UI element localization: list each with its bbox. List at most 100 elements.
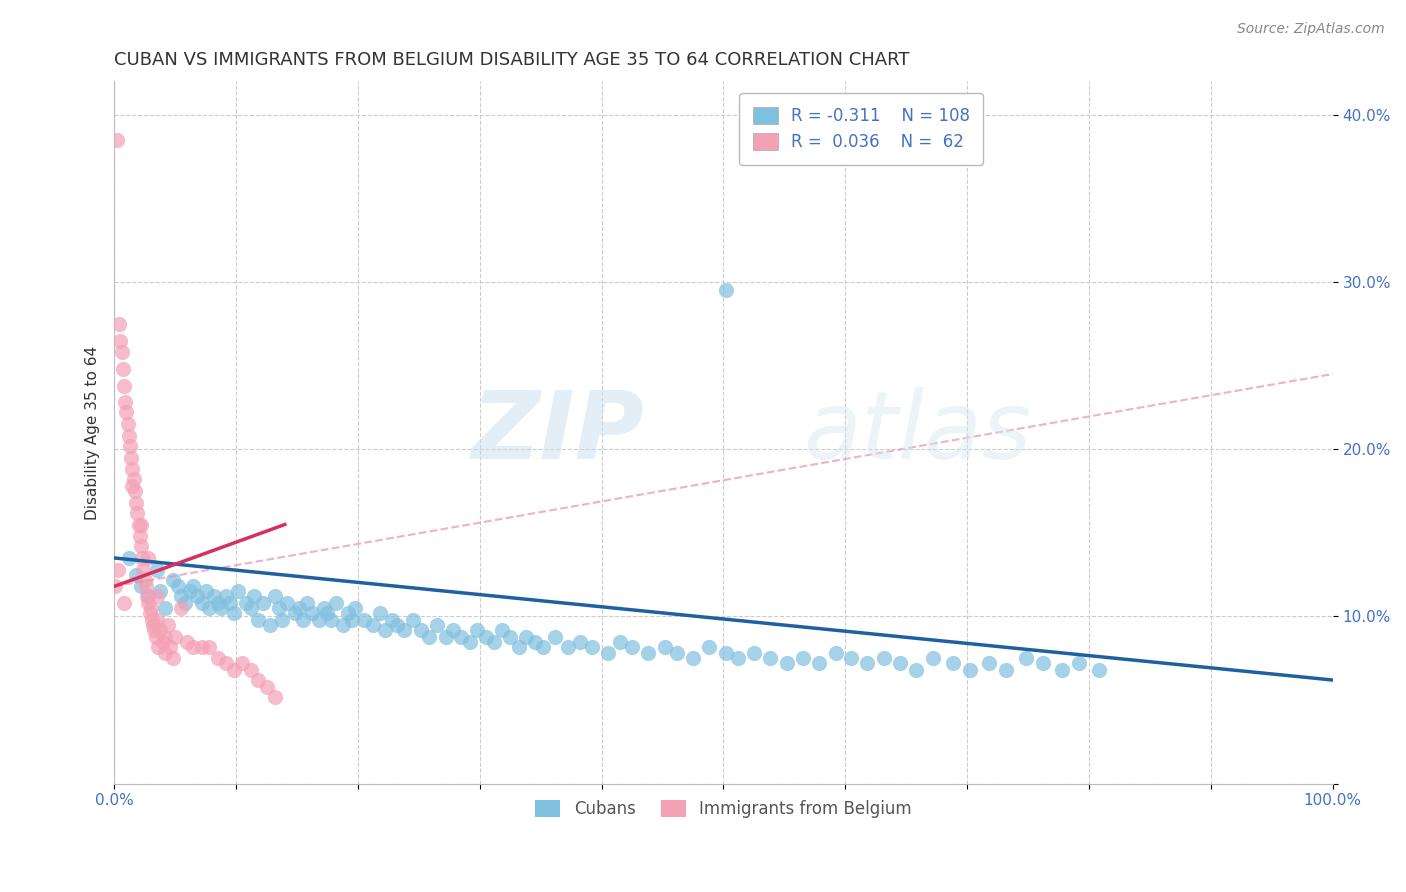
Y-axis label: Disability Age 35 to 64: Disability Age 35 to 64 [86, 345, 100, 520]
Point [697, 640, 720, 654]
Point [581, 640, 603, 654]
Point [353, 613, 375, 627]
Point [132, 563, 155, 577]
Text: ZIP: ZIP [471, 386, 644, 478]
Legend: Cubans, Immigrants from Belgium: Cubans, Immigrants from Belgium [529, 793, 918, 824]
Point [155, 630, 177, 644]
Point [308, 613, 330, 627]
Point [259, 618, 281, 632]
Point [136, 590, 159, 604]
Point [136, 596, 159, 610]
Point [198, 601, 221, 615]
Point [319, 613, 342, 627]
Point [368, 606, 391, 620]
Point [276, 596, 298, 610]
Point [621, 640, 644, 654]
Point [198, 640, 221, 654]
Point [118, 439, 141, 453]
Point [523, 634, 546, 648]
Point [138, 606, 160, 620]
Point [170, 601, 193, 615]
Point [792, 651, 814, 665]
Point [856, 657, 879, 671]
Point [742, 646, 765, 660]
Point [231, 657, 253, 671]
Point [316, 606, 339, 620]
Point [219, 596, 242, 610]
Point [128, 517, 150, 532]
Point [411, 623, 433, 637]
Point [129, 517, 152, 532]
Point [264, 590, 287, 604]
Point [105, 133, 128, 147]
Point [714, 646, 737, 660]
Point [344, 601, 367, 615]
Point [215, 590, 238, 604]
Point [1032, 657, 1054, 671]
Point [340, 613, 363, 627]
Point [146, 590, 169, 604]
Point [292, 613, 315, 627]
Point [155, 646, 177, 660]
Point [162, 573, 184, 587]
Point [143, 623, 166, 637]
Point [312, 601, 335, 615]
Point [129, 539, 152, 553]
Point [125, 567, 148, 582]
Point [104, 579, 127, 593]
Point [418, 630, 440, 644]
Point [568, 634, 591, 648]
Point [228, 584, 250, 599]
Point [1052, 663, 1074, 677]
Point [215, 657, 238, 671]
Point [207, 651, 229, 665]
Point [146, 640, 169, 654]
Point [149, 584, 172, 599]
Point [1069, 657, 1091, 671]
Point [1088, 663, 1111, 677]
Point [256, 680, 278, 694]
Point [141, 613, 163, 627]
Point [118, 429, 141, 443]
Point [889, 657, 911, 671]
Point [162, 651, 184, 665]
Point [515, 630, 537, 644]
Point [596, 646, 619, 660]
Point [1015, 651, 1038, 665]
Point [727, 651, 749, 665]
Point [115, 405, 138, 419]
Point [108, 317, 131, 331]
Point [191, 640, 214, 654]
Point [325, 596, 347, 610]
Point [499, 630, 522, 644]
Point [922, 651, 945, 665]
Point [434, 630, 457, 644]
Point [873, 651, 896, 665]
Point [159, 640, 181, 654]
Point [252, 596, 274, 610]
Point [332, 618, 354, 632]
Point [271, 613, 294, 627]
Point [191, 596, 214, 610]
Point [465, 623, 488, 637]
Point [222, 606, 245, 620]
Point [637, 646, 659, 660]
Point [264, 690, 287, 704]
Point [841, 651, 863, 665]
Point [125, 496, 148, 510]
Point [283, 606, 305, 620]
Point [165, 630, 187, 644]
Point [120, 450, 142, 465]
Point [441, 623, 464, 637]
Point [385, 618, 408, 632]
Point [654, 640, 676, 654]
Point [136, 590, 159, 604]
Point [666, 646, 689, 660]
Point [202, 590, 225, 604]
Point [111, 362, 134, 376]
Point [235, 596, 257, 610]
Text: CUBAN VS IMMIGRANTS FROM BELGIUM DISABILITY AGE 35 TO 64 CORRELATION CHART: CUBAN VS IMMIGRANTS FROM BELGIUM DISABIL… [114, 51, 910, 69]
Point [807, 657, 830, 671]
Point [146, 563, 169, 577]
Point [239, 663, 262, 677]
